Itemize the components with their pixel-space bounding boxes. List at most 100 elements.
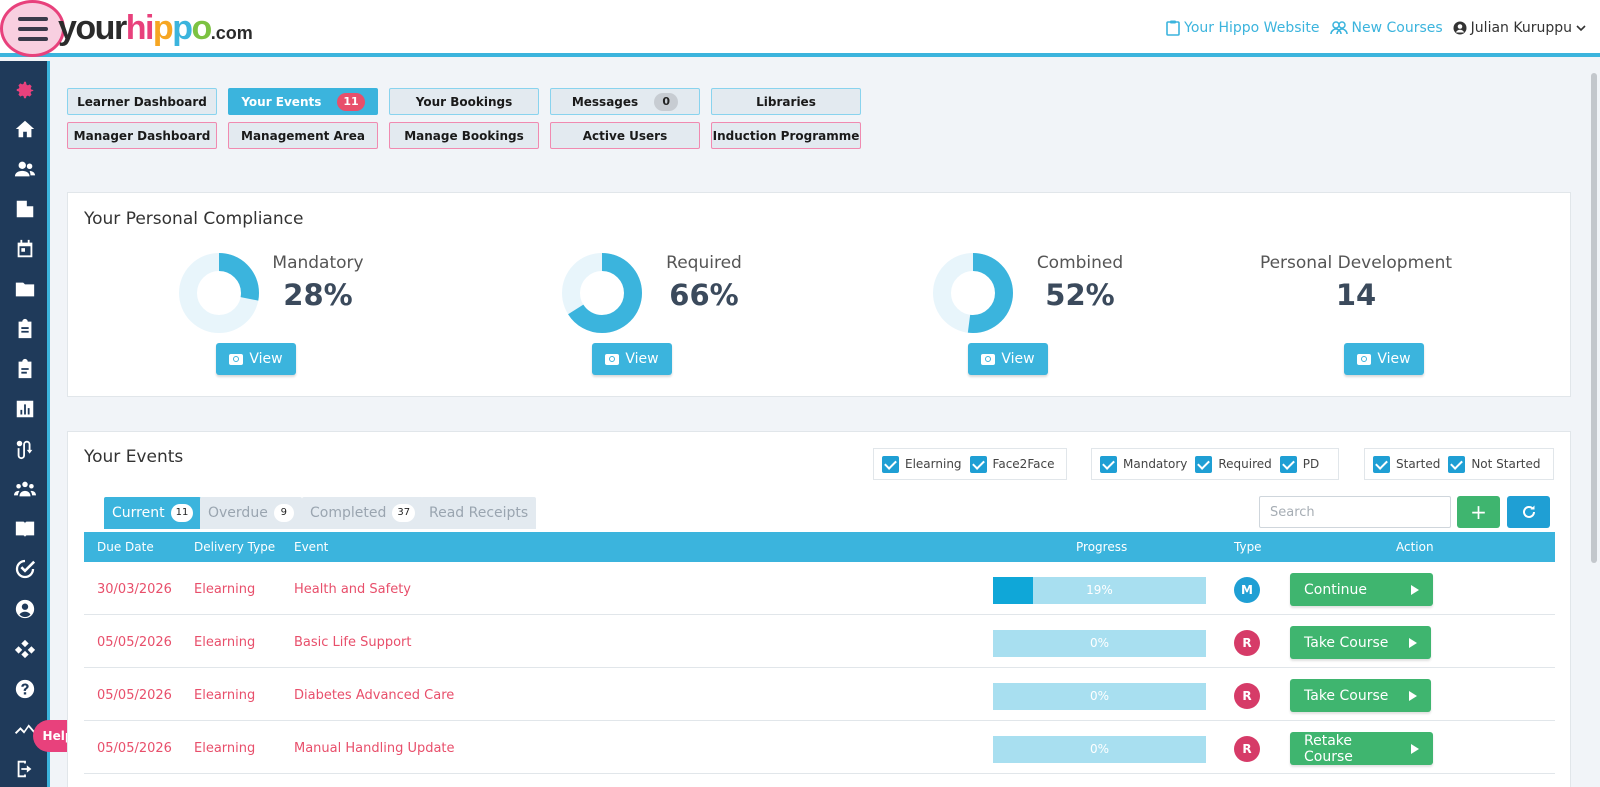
- route-icon[interactable]: [13, 437, 37, 461]
- manager-dashboard-button[interactable]: Manager Dashboard: [67, 122, 217, 149]
- compliance-title: Your Personal Compliance: [84, 209, 304, 229]
- book-icon[interactable]: [13, 517, 37, 541]
- menu-toggle-button[interactable]: [0, 0, 65, 57]
- due-date: 30/03/2026: [97, 582, 172, 597]
- view-label: View: [249, 351, 283, 367]
- sign-out-icon[interactable]: [13, 757, 37, 781]
- filter-required-checkbox[interactable]: Required: [1195, 455, 1272, 473]
- event-link[interactable]: Diabetes Advanced Care: [294, 688, 455, 703]
- retake-course-button[interactable]: Retake Course: [1290, 732, 1433, 765]
- user-menu[interactable]: Julian Kuruppu: [1453, 20, 1586, 36]
- button-label: Learner Dashboard: [77, 94, 207, 109]
- tab-current[interactable]: Current 11: [104, 497, 202, 529]
- view-personal-development-button[interactable]: View: [1344, 343, 1424, 375]
- view-mandatory-button[interactable]: View: [216, 343, 296, 375]
- new-courses-link-label: New Courses: [1351, 20, 1443, 36]
- button-label: Manager Dashboard: [73, 128, 211, 143]
- due-date: 05/05/2026: [97, 635, 172, 650]
- take-course-button[interactable]: Take Course: [1290, 679, 1431, 712]
- users-icon[interactable]: [13, 157, 37, 181]
- messages-button[interactable]: Messages 0: [550, 88, 700, 115]
- tab-overdue[interactable]: Overdue 9: [200, 497, 302, 529]
- new-courses-link[interactable]: New Courses: [1329, 20, 1443, 36]
- check-circle-icon[interactable]: [13, 557, 37, 581]
- column-progress[interactable]: Progress: [1076, 540, 1128, 554]
- learner-dashboard-button[interactable]: Learner Dashboard: [67, 88, 217, 115]
- calendar-icon[interactable]: [13, 237, 37, 261]
- refresh-button[interactable]: [1507, 496, 1550, 528]
- take-course-button[interactable]: Take Course: [1290, 626, 1431, 659]
- add-event-button[interactable]: +: [1457, 496, 1500, 528]
- user-circle-icon[interactable]: [13, 597, 37, 621]
- type-badge: R: [1234, 630, 1260, 656]
- button-label: Your Bookings: [415, 94, 513, 109]
- filter-elearning-checkbox[interactable]: Elearning: [882, 455, 962, 473]
- your-events-button[interactable]: Your Events 11: [228, 88, 378, 115]
- clipboard-list-icon[interactable]: [13, 357, 37, 381]
- view-required-button[interactable]: View: [592, 343, 672, 375]
- home-icon[interactable]: [13, 117, 37, 141]
- checkbox-checked-icon: [1195, 455, 1213, 473]
- column-due-date[interactable]: Due Date: [97, 540, 154, 554]
- type-badge: R: [1234, 736, 1260, 762]
- event-link[interactable]: Health and Safety: [294, 582, 411, 597]
- checkbox-checked-icon: [882, 455, 899, 473]
- libraries-button[interactable]: Libraries: [711, 88, 861, 115]
- type-badge: R: [1234, 683, 1260, 709]
- logo-text-your: your: [58, 9, 127, 47]
- column-type[interactable]: Type: [1234, 540, 1262, 554]
- view-combined-button[interactable]: View: [968, 343, 1048, 375]
- event-link[interactable]: Basic Life Support: [294, 635, 412, 650]
- tab-label: Current: [112, 505, 165, 521]
- action-label: Continue: [1304, 581, 1367, 598]
- filter-started-checkbox[interactable]: Started: [1373, 455, 1440, 473]
- event-link[interactable]: Manual Handling Update: [294, 741, 455, 756]
- group-icon[interactable]: [13, 477, 37, 501]
- website-link[interactable]: Your Hippo Website: [1166, 20, 1320, 36]
- folder-icon[interactable]: [13, 277, 37, 301]
- search-input[interactable]: [1259, 496, 1451, 528]
- column-delivery-type[interactable]: Delivery Type: [194, 540, 276, 554]
- checkbox-label: Elearning: [905, 457, 962, 471]
- progress-text: 0%: [1089, 742, 1110, 756]
- filter-not-started-checkbox[interactable]: Not Started: [1448, 455, 1540, 473]
- building-icon[interactable]: [13, 197, 37, 221]
- filter-mandatory-checkbox[interactable]: Mandatory: [1100, 455, 1187, 473]
- progress-text: 19%: [1086, 583, 1113, 597]
- tab-read-receipts[interactable]: Read Receipts: [421, 497, 537, 529]
- progress-bar: 0%: [993, 683, 1206, 710]
- checkbox-label: Required: [1218, 457, 1272, 471]
- continue-button[interactable]: Continue: [1290, 573, 1433, 606]
- chart-icon[interactable]: [13, 397, 37, 421]
- activity-icon[interactable]: [13, 717, 37, 741]
- yourhippo-logo[interactable]: yourhippo.com: [58, 8, 253, 53]
- logo-text-hi: hi: [125, 9, 155, 47]
- your-bookings-button[interactable]: Your Bookings: [389, 88, 539, 115]
- question-icon[interactable]: [13, 677, 37, 701]
- required-donut: [562, 253, 642, 333]
- filter-pd-checkbox[interactable]: PD: [1279, 455, 1320, 473]
- scrollbar-thumb[interactable]: [1591, 73, 1597, 563]
- tab-count-badge: 11: [170, 504, 194, 522]
- induction-programme-button[interactable]: Induction Programme: [711, 122, 861, 149]
- manage-bookings-button[interactable]: Manage Bookings: [389, 122, 539, 149]
- filter-face2face-checkbox[interactable]: Face2Face: [969, 455, 1054, 473]
- checkbox-label: PD: [1302, 457, 1320, 471]
- column-action[interactable]: Action: [1396, 540, 1434, 554]
- gear-icon[interactable]: [13, 78, 37, 102]
- action-label: Take Course: [1304, 687, 1389, 704]
- management-area-button[interactable]: Management Area: [228, 122, 378, 149]
- sitemap-icon[interactable]: [13, 637, 37, 661]
- play-icon: [1411, 584, 1419, 595]
- active-users-button[interactable]: Active Users: [550, 122, 700, 149]
- column-event[interactable]: Event: [294, 540, 329, 554]
- logo-text-p2: p: [172, 9, 193, 47]
- tab-label: Overdue: [208, 505, 268, 521]
- mandatory-value: 28%: [283, 278, 353, 312]
- combined-value: 52%: [1045, 278, 1115, 312]
- view-label: View: [1377, 351, 1411, 367]
- clipboard-icon[interactable]: [13, 317, 37, 341]
- delivery-type: Elearning: [194, 688, 256, 703]
- page-scrollbar[interactable]: [1588, 61, 1600, 787]
- tab-completed[interactable]: Completed 37: [302, 497, 424, 529]
